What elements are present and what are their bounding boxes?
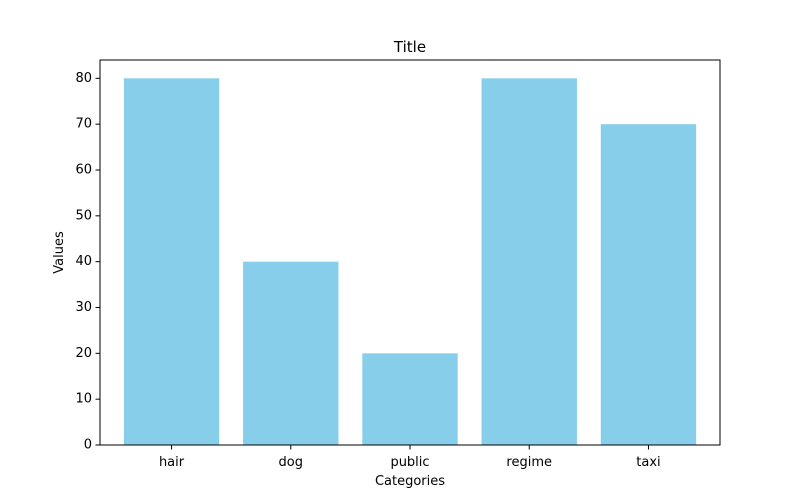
y-tick-label: 80 <box>75 71 92 86</box>
y-tick-label: 60 <box>75 163 92 178</box>
x-axis-title: Categories <box>375 474 445 489</box>
bar-regime <box>481 78 577 445</box>
y-axis-title: Values <box>52 231 67 274</box>
y-tick-label: 50 <box>75 208 92 223</box>
chart-title: Title <box>393 38 426 56</box>
x-axis-ticks: hair dog public regime taxi <box>159 445 661 470</box>
bar-dog <box>243 261 339 445</box>
bar-hair <box>123 78 220 445</box>
y-tick-label: 40 <box>75 254 92 269</box>
bars-group <box>123 78 697 446</box>
y-tick-label: 0 <box>84 438 92 453</box>
x-tick-label: hair <box>159 455 185 470</box>
y-tick-label: 30 <box>75 300 92 315</box>
x-tick-label: dog <box>279 455 303 470</box>
bar-taxi <box>600 124 697 446</box>
y-tick-label: 70 <box>75 117 92 132</box>
x-tick-label: public <box>390 455 429 470</box>
y-tick-label: 10 <box>75 392 92 407</box>
plot-frame <box>99 59 721 446</box>
x-tick-label: regime <box>506 455 552 470</box>
y-tick-label: 20 <box>75 346 92 361</box>
x-tick-label: taxi <box>636 455 660 470</box>
bar-public <box>362 353 458 445</box>
y-axis-ticks: 0 10 20 30 40 50 60 70 80 <box>75 71 100 453</box>
